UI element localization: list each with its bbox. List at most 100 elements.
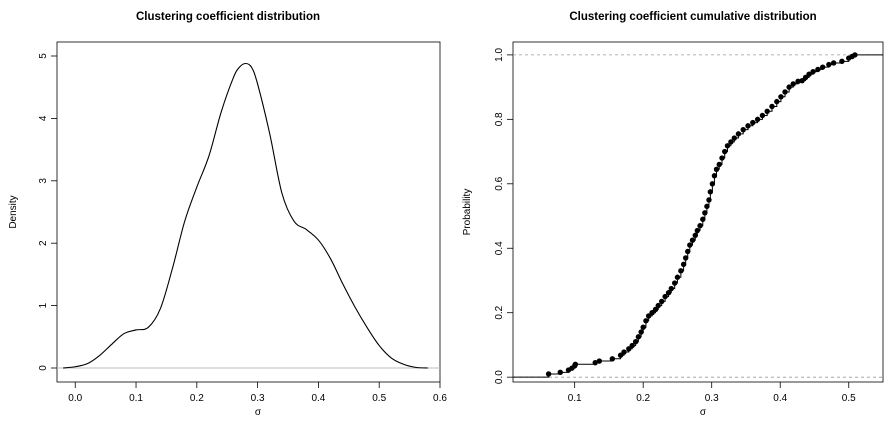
cdf-point: [711, 173, 718, 179]
cdf-point: [665, 290, 672, 296]
cdf-point: [635, 334, 642, 340]
cdf-y-tick-label: 0.6: [494, 176, 505, 190]
cdf-point: [557, 369, 563, 376]
cdf-point: [697, 223, 703, 229]
density-chart-title: Clustering coefficient distribution: [136, 11, 320, 23]
cdf-point: [668, 285, 674, 292]
density-x-tick-label: 0.2: [190, 393, 204, 404]
density-chart: Clustering coefficient distribution 0.0 0…: [8, 11, 447, 418]
density-x-axis: 0.0 0.1 0.2 0.3 0.4 0.5 0.6: [68, 382, 447, 404]
cdf-point: [790, 81, 796, 87]
cdf-point: [640, 324, 646, 330]
cdf-point: [626, 346, 632, 352]
density-x-tick-label: 0.1: [129, 393, 143, 404]
cdf-plot-frame: [512, 41, 884, 383]
cdf-point: [769, 103, 775, 110]
cdf-point: [609, 356, 616, 362]
cdf-y-tick-label: 0.8: [494, 112, 505, 126]
cdf-point: [678, 268, 684, 274]
cdf-point: [713, 166, 720, 172]
cdf-point: [694, 227, 701, 234]
density-y-tick-label: 3: [38, 178, 49, 184]
cdf-point: [735, 131, 742, 137]
cdf-reference-lines: [513, 54, 883, 378]
cdf-x-tick-label: 0.5: [842, 393, 856, 404]
cdf-chart: Clustering coefficient cumulative distri…: [462, 11, 884, 418]
cdf-point: [617, 352, 624, 358]
density-x-tick-label: 0.3: [251, 393, 265, 404]
density-x-tick-label: 0.5: [372, 393, 386, 404]
cdf-point: [592, 359, 598, 366]
cdf-point: [754, 116, 761, 123]
density-y-axis-label: Density: [8, 195, 19, 228]
cdf-point: [826, 61, 832, 68]
cdf-point: [852, 52, 858, 58]
cdf-point: [815, 66, 821, 73]
density-x-tick-label: 0.4: [311, 393, 325, 404]
cdf-point: [700, 216, 706, 222]
cdf-point: [545, 371, 552, 377]
cdf-point: [820, 64, 826, 70]
cdf-chart-title: Clustering coefficient cumulative distri…: [569, 11, 816, 23]
cdf-point: [655, 302, 661, 309]
density-y-tick-label: 4: [38, 115, 49, 121]
cdf-point: [649, 310, 655, 316]
cdf-point: [799, 77, 805, 84]
cdf-y-tick-label: 0.4: [494, 241, 505, 255]
cdf-point: [672, 280, 678, 286]
cdf-point: [632, 339, 639, 345]
cdf-point: [764, 108, 770, 114]
cdf-point: [795, 78, 801, 85]
cdf-point: [638, 329, 644, 335]
cdf-point: [839, 58, 845, 65]
density-y-tick-label: 2: [38, 240, 49, 246]
cdf-y-tick-label: 0.0: [494, 370, 505, 384]
cdf-point: [687, 242, 693, 248]
cdf-point: [702, 210, 708, 216]
cdf-point: [806, 71, 812, 77]
density-y-tick-label: 0: [38, 365, 49, 371]
cdf-point: [731, 135, 738, 141]
cdf-point: [722, 148, 728, 155]
cdf-point: [596, 358, 603, 364]
cdf-point: [719, 155, 725, 161]
cdf-x-axis-label: σ: [700, 407, 707, 418]
cdf-y-axis: 0.0 0.2 0.4 0.6 0.8 1.0: [494, 48, 513, 384]
cdf-point: [759, 112, 766, 119]
cdf-y-axis-label: Probability: [462, 189, 473, 236]
density-y-axis: 0 1 2 3 4 5: [38, 53, 57, 371]
cdf-point: [716, 161, 722, 168]
cdf-point: [704, 203, 710, 210]
cdf-x-tick-label: 0.1: [568, 393, 582, 404]
density-y-tick-label: 5: [38, 53, 49, 59]
density-curve: [63, 62, 428, 369]
cdf-point: [830, 60, 837, 66]
cdf-point: [810, 68, 816, 75]
cdf-x-tick-label: 0.4: [773, 393, 787, 404]
density-x-tick-label: 0.6: [433, 393, 447, 404]
cdf-y-tick-label: 1.0: [494, 48, 505, 62]
cdf-point: [786, 84, 792, 90]
cdf-point: [692, 232, 698, 239]
cdf-point: [728, 139, 734, 145]
density-x-tick-label: 0.0: [68, 393, 82, 404]
cdf-point: [778, 94, 784, 100]
cdf-point: [724, 143, 731, 149]
cdf-point: [685, 248, 691, 255]
cdf-point: [709, 181, 716, 187]
cdf-point: [658, 298, 665, 305]
cdf-point: [707, 189, 714, 195]
cdf-point: [682, 255, 689, 261]
cdf-point: [740, 126, 746, 133]
density-y-tick-label: 1: [38, 302, 49, 308]
density-plot-frame: [56, 41, 441, 383]
cdf-point: [745, 123, 751, 129]
cdf-point: [645, 313, 652, 319]
cdf-point: [706, 197, 712, 203]
cdf-point: [774, 98, 780, 105]
cdf-points: [545, 52, 858, 377]
cdf-point: [629, 342, 635, 349]
cdf-point: [674, 274, 681, 280]
cdf-x-tick-label: 0.2: [636, 393, 650, 404]
